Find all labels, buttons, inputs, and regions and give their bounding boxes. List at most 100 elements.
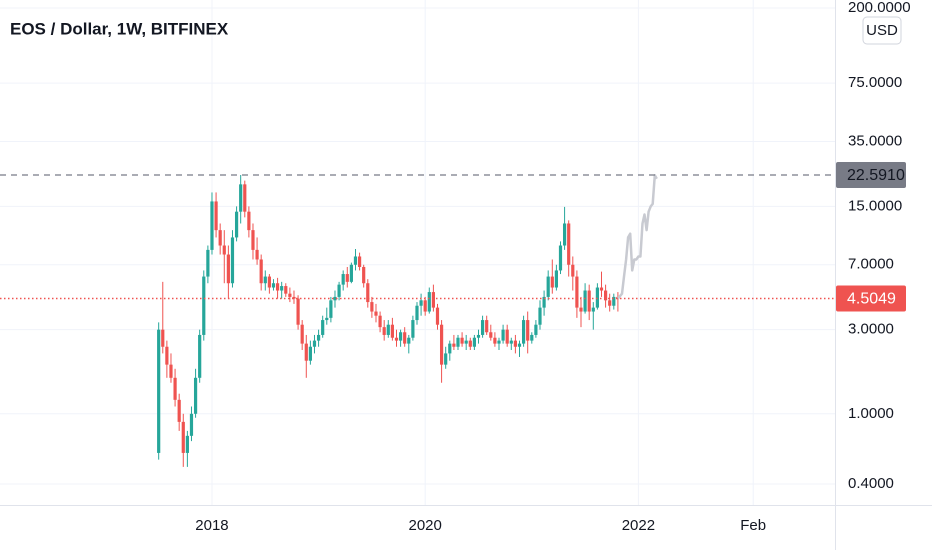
price-tag-label: 4.5049 xyxy=(847,291,896,308)
candle-body xyxy=(448,343,452,354)
currency-label[interactable]: USD xyxy=(866,22,898,39)
candle-body xyxy=(517,343,522,347)
candle-body xyxy=(431,292,435,308)
candle-body xyxy=(173,377,177,400)
candle-body xyxy=(362,266,366,284)
labels: 0.4000 1.0000 3.0000 7.0000 15.0000 35.0000 75… xyxy=(195,0,910,534)
candle-body xyxy=(480,320,485,335)
candle-body xyxy=(161,329,165,347)
candle-body xyxy=(189,413,194,436)
candle-body xyxy=(534,324,538,335)
candle-body xyxy=(411,320,415,338)
candle-body xyxy=(526,320,530,341)
candle-body xyxy=(357,256,362,267)
candle-body xyxy=(509,340,513,344)
candle-body xyxy=(444,353,448,365)
candle-body xyxy=(562,223,567,246)
candle-body xyxy=(251,230,255,250)
candle-body xyxy=(202,276,206,335)
candle-body xyxy=(341,274,345,285)
x-tick-label: 2020 xyxy=(409,517,442,534)
candle-body xyxy=(382,327,386,335)
chart-title: EOS / Dollar, 1W, BITFINEX xyxy=(10,19,229,38)
candle-body xyxy=(550,276,554,288)
candle-body xyxy=(157,329,161,453)
candle-body xyxy=(505,329,509,344)
currency-box[interactable] xyxy=(862,16,902,45)
candle-body xyxy=(214,201,218,231)
candle-body xyxy=(185,435,189,453)
candle-body xyxy=(521,320,526,344)
candle-body xyxy=(222,245,226,255)
candle-body xyxy=(427,292,431,312)
candle-body xyxy=(554,270,558,288)
candle-body xyxy=(595,287,599,308)
candle-body xyxy=(267,276,271,288)
candle-body xyxy=(538,307,542,325)
candle-body xyxy=(366,283,370,303)
candle-body xyxy=(390,324,394,338)
candle-body xyxy=(271,283,276,288)
candle-body xyxy=(423,300,427,312)
candle-body xyxy=(280,286,284,291)
candle-body xyxy=(599,287,604,291)
candle-body xyxy=(460,337,464,344)
candle-body xyxy=(472,337,476,347)
candle-body xyxy=(603,290,608,301)
y-tick-label: 200.0000 xyxy=(848,0,911,16)
candle-body xyxy=(435,307,440,325)
candle-body xyxy=(476,334,481,338)
y-tick-label: 75.0000 xyxy=(848,74,902,91)
y-tick-label: 7.0000 xyxy=(848,256,894,273)
candle-body xyxy=(292,296,296,299)
candle-body xyxy=(419,300,423,306)
candle-body xyxy=(374,311,378,316)
candle-body xyxy=(513,340,517,347)
candle-body xyxy=(165,346,169,365)
candle-body xyxy=(333,296,337,301)
candle-body xyxy=(370,302,374,312)
candle-body xyxy=(485,320,489,333)
candle-body xyxy=(452,343,456,347)
candle-body xyxy=(489,332,493,338)
candle-body xyxy=(312,340,317,347)
candle-body xyxy=(501,329,505,341)
candle-body xyxy=(493,337,497,344)
candle-body xyxy=(571,264,575,277)
candle-body xyxy=(415,305,419,321)
candle-body xyxy=(345,274,349,282)
candle-body xyxy=(567,223,571,265)
y-tick-label: 35.0000 xyxy=(848,132,902,149)
candle-body xyxy=(308,346,312,361)
candle-body xyxy=(218,230,222,246)
candle-body xyxy=(386,324,390,335)
candle-body xyxy=(210,201,214,250)
candle-body xyxy=(230,237,235,284)
x-tick-label: 2018 xyxy=(195,517,228,534)
candle-body xyxy=(497,340,501,344)
candle-body xyxy=(612,296,616,306)
candle-body xyxy=(206,249,210,277)
candle-body xyxy=(349,264,353,282)
price-tag xyxy=(836,285,906,312)
candle-body xyxy=(181,421,185,453)
candle-body xyxy=(169,364,173,378)
candle-body xyxy=(198,334,202,378)
candle-body xyxy=(255,249,259,260)
candle-body xyxy=(288,293,292,297)
candle-body xyxy=(583,290,587,312)
candle-body xyxy=(530,334,534,341)
x-tick-label: 2022 xyxy=(622,517,655,534)
candle-body xyxy=(558,245,563,271)
candle-body xyxy=(226,254,230,284)
candle-body xyxy=(243,184,247,212)
y-tick-label: 3.0000 xyxy=(848,321,894,338)
candle-body xyxy=(394,337,399,341)
candle-body xyxy=(353,256,358,265)
candle-body xyxy=(456,337,460,347)
candle-body xyxy=(439,324,444,365)
candle-body xyxy=(239,184,243,212)
grid xyxy=(0,0,835,505)
